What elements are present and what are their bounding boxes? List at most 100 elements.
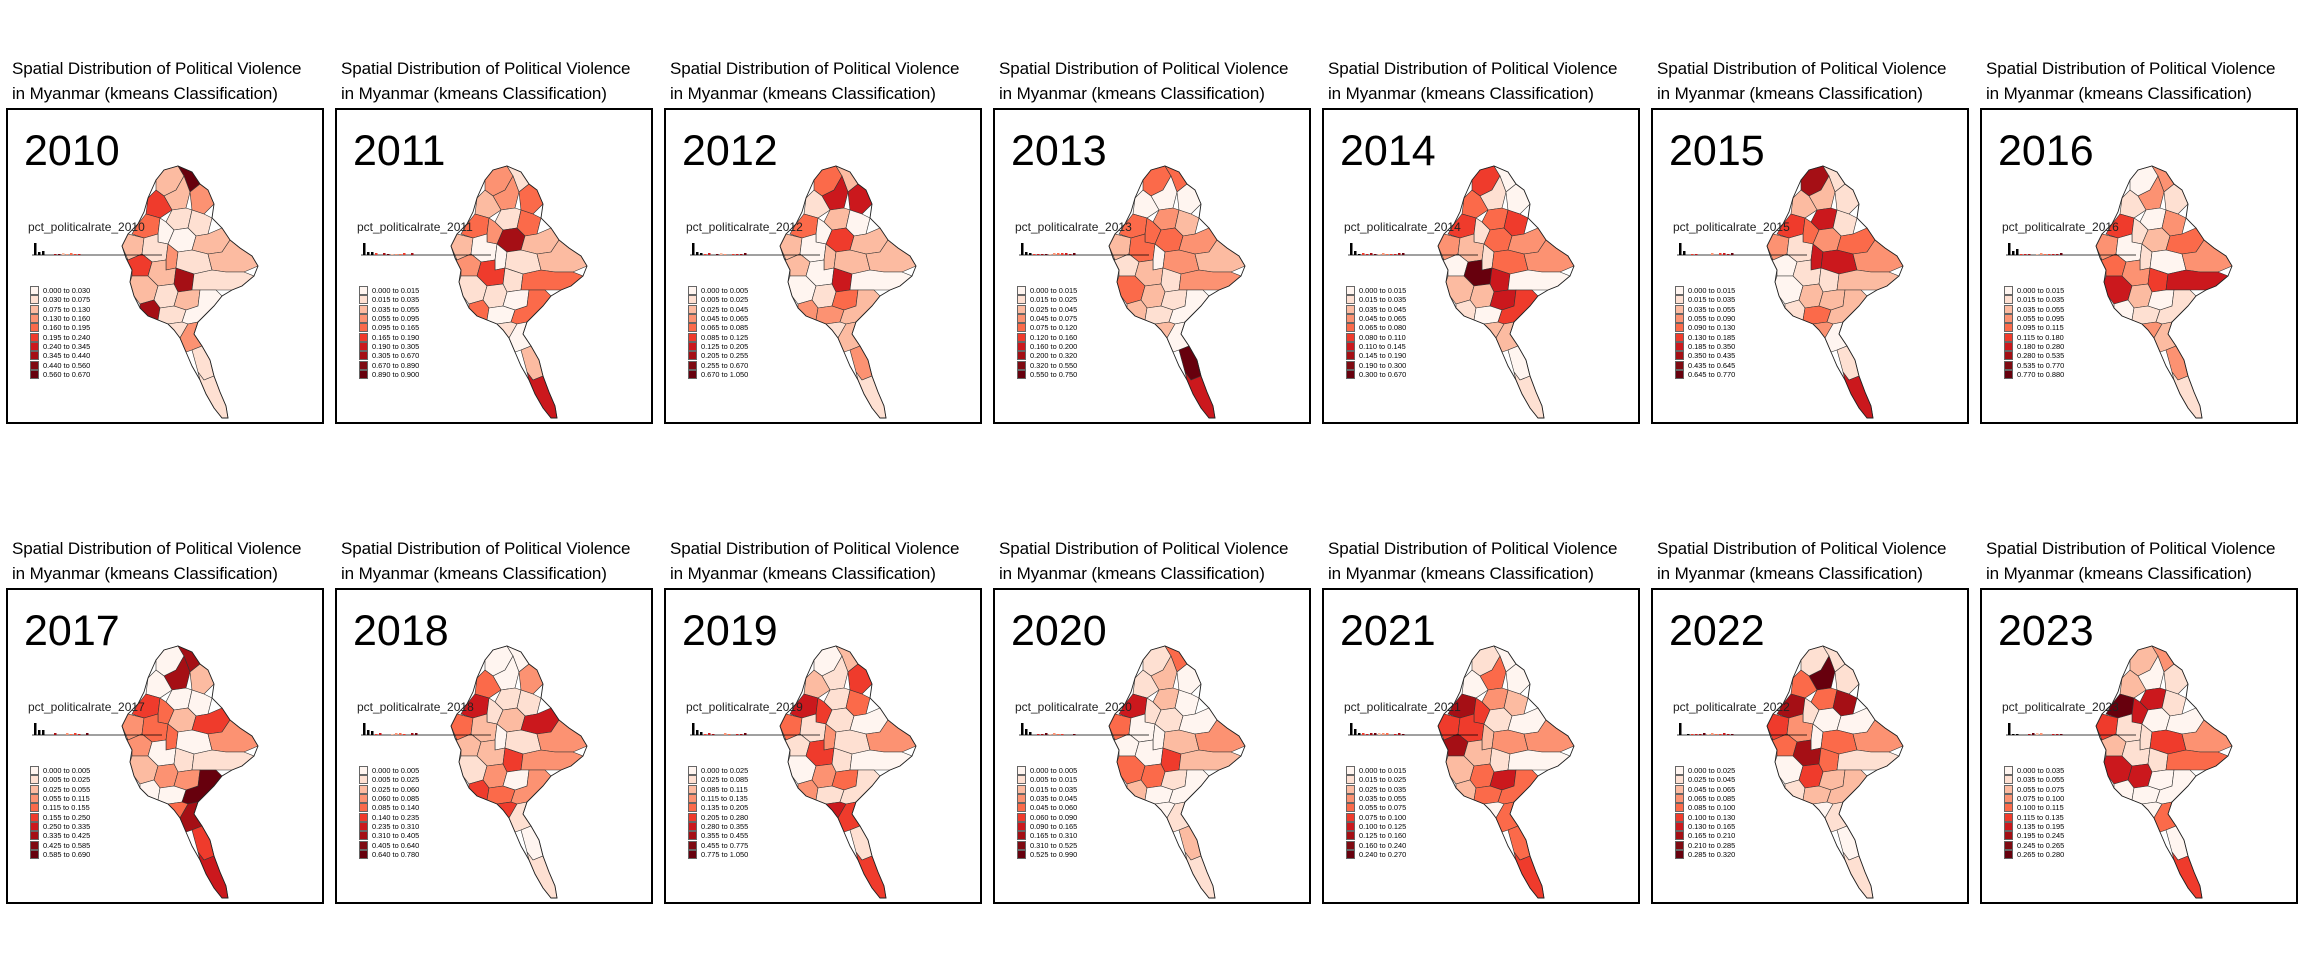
histogram-bar xyxy=(1366,734,1369,735)
legend-swatch xyxy=(688,849,697,859)
legend-label: 0.035 to 0.055 xyxy=(2017,304,2065,314)
legend-label: 0.015 to 0.035 xyxy=(2017,295,2065,305)
map-frame: 2023 pct_politicalrate_2023 0.000 to 0.035… xyxy=(1980,588,2298,904)
legend-item: 0.090 to 0.165 xyxy=(1017,821,1078,831)
legend-item: 0.000 to 0.015 xyxy=(359,286,419,296)
legend-swatch xyxy=(688,821,697,831)
legend-swatch xyxy=(688,286,697,296)
legend-swatch xyxy=(1017,831,1026,841)
histogram-bar xyxy=(2020,254,2023,255)
histogram-bar xyxy=(1687,734,1690,735)
histogram-bar xyxy=(2040,733,2043,735)
histogram-bar xyxy=(1679,723,1682,735)
legend-label: 0.045 to 0.065 xyxy=(701,314,749,324)
legend-swatch xyxy=(359,812,368,822)
legend-item: 0.135 to 0.195 xyxy=(2004,821,2064,831)
legend-item: 0.405 to 0.640 xyxy=(359,840,419,850)
panel-title-line2: in Myanmar (kmeans Classification) xyxy=(1328,564,1594,583)
histogram-bar xyxy=(371,252,374,255)
legend-item: 0.025 to 0.045 xyxy=(688,304,748,314)
histogram-bar xyxy=(1057,253,1060,255)
map-frame: 2019 pct_politicalrate_2019 0.000 to 0.025… xyxy=(664,588,982,904)
map-legend: 0.000 to 0.015 0.015 to 0.025 0.025 to 0.0… xyxy=(1346,766,1406,859)
legend-item: 0.355 to 0.455 xyxy=(688,831,748,841)
histogram-bar xyxy=(34,243,37,255)
histogram-bar xyxy=(42,251,45,255)
legend-label: 0.000 to 0.005 xyxy=(372,766,420,776)
legend-swatch xyxy=(30,840,39,850)
legend-swatch xyxy=(688,766,697,776)
legend-swatch xyxy=(688,794,697,804)
legend-label: 0.015 to 0.025 xyxy=(1030,295,1078,305)
histogram-bar xyxy=(704,734,707,735)
legend-swatch xyxy=(2004,803,2013,813)
histogram-bar xyxy=(2032,733,2035,735)
myanmar-choropleth-map xyxy=(32,645,259,899)
histogram-bar xyxy=(2036,254,2039,255)
legend-label: 0.425 to 0.585 xyxy=(43,840,91,850)
histogram-bar xyxy=(42,730,45,735)
legend-item: 0.045 to 0.065 xyxy=(688,314,749,324)
histogram-bar xyxy=(1061,734,1064,735)
legend-histogram-title: pct_politicalrate_2013 xyxy=(1015,220,1132,234)
legend-swatch xyxy=(1346,849,1355,859)
panel-title: Spatial Distribution of Political Violen… xyxy=(670,536,1000,586)
legend-label: 0.025 to 0.060 xyxy=(372,784,420,794)
map-legend: 0.000 to 0.015 0.015 to 0.035 0.035 to 0.0… xyxy=(1675,286,1735,379)
legend-swatch xyxy=(30,831,39,841)
legend-label: 0.240 to 0.345 xyxy=(43,341,91,351)
legend-swatch xyxy=(1675,794,1684,804)
histogram-bar xyxy=(1045,254,1048,255)
histogram-bar xyxy=(708,253,711,255)
legend-label: 0.005 to 0.025 xyxy=(701,295,749,305)
year-label: 2023 xyxy=(1998,607,2094,655)
legend-item: 0.045 to 0.060 xyxy=(1017,803,1077,813)
map-frame: 2022 pct_politicalrate_2022 0.000 to 0.025… xyxy=(1651,588,1969,904)
legend-swatch xyxy=(1675,351,1684,361)
legend-label: 0.025 to 0.045 xyxy=(1030,304,1078,314)
map-legend: 0.000 to 0.005 0.005 to 0.025 0.025 to 0.0… xyxy=(359,766,419,859)
histogram-bar xyxy=(2052,734,2055,735)
legend-swatch xyxy=(359,840,368,850)
legend-swatch xyxy=(1675,849,1684,859)
legend-label: 0.015 to 0.035 xyxy=(1688,295,1736,305)
legend-item: 0.025 to 0.045 xyxy=(1675,775,1735,785)
legend-swatch xyxy=(359,794,368,804)
histogram-bar xyxy=(1723,253,1726,255)
histogram-bar xyxy=(399,733,402,735)
histogram-bar xyxy=(1731,734,1734,735)
legend-item: 0.000 to 0.005 xyxy=(359,766,420,776)
legend-item: 0.585 to 0.690 xyxy=(30,849,90,859)
legend-histogram-title: pct_politicalrate_2015 xyxy=(1673,220,1790,234)
legend-item: 0.035 to 0.055 xyxy=(1346,794,1406,804)
legend-swatch xyxy=(30,286,39,296)
region-polygon xyxy=(1184,851,1216,899)
legend-swatch xyxy=(1017,314,1026,324)
legend-item: 0.035 to 0.045 xyxy=(1017,794,1077,804)
histogram-bar xyxy=(1378,254,1381,255)
histogram-bar xyxy=(2016,734,2019,735)
histogram-bar xyxy=(1350,723,1353,735)
histogram-bar xyxy=(74,733,77,735)
legend-swatch xyxy=(1017,332,1026,342)
legend-item: 0.300 to 0.670 xyxy=(1346,369,1406,379)
legend-swatch xyxy=(359,766,368,776)
myanmar-choropleth-map xyxy=(361,645,588,899)
panel-title-line1: Spatial Distribution of Political Violen… xyxy=(1657,59,1947,78)
legend-item: 0.160 to 0.200 xyxy=(1017,341,1077,351)
year-label: 2020 xyxy=(1011,607,1107,655)
map-frame: 2010 pct_politicalrate_2010 0.000 to 0.030… xyxy=(6,108,324,424)
histogram-bar xyxy=(696,730,699,735)
legend-item: 0.310 to 0.525 xyxy=(1017,840,1077,850)
legend-item: 0.645 to 0.770 xyxy=(1675,369,1735,379)
legend-item: 0.350 to 0.435 xyxy=(1675,351,1735,361)
legend-histogram-title: pct_politicalrate_2023 xyxy=(2002,700,2119,714)
region-polygon xyxy=(1842,851,1874,899)
histogram-bar xyxy=(1699,734,1702,735)
histogram-bar xyxy=(1061,253,1064,255)
legend-label: 0.090 to 0.165 xyxy=(1030,821,1078,831)
panel-title: Spatial Distribution of Political Violen… xyxy=(341,56,671,106)
country-outline xyxy=(2095,645,2233,899)
map-legend: 0.000 to 0.025 0.025 to 0.045 0.045 to 0.0… xyxy=(1675,766,1735,859)
legend-swatch xyxy=(1346,360,1355,370)
